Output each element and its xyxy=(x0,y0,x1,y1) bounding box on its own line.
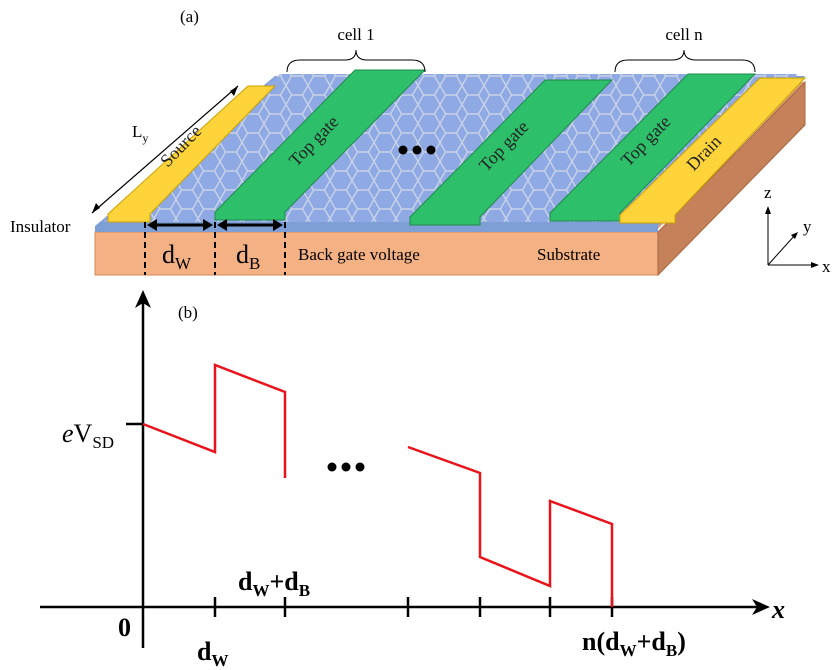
text-part: d xyxy=(236,240,249,269)
shape xyxy=(342,463,351,472)
cell-label: cell n xyxy=(665,25,703,44)
text-part: W xyxy=(252,581,269,600)
ellipsis xyxy=(328,463,365,472)
text-part: SD xyxy=(92,433,114,452)
shape xyxy=(768,235,795,265)
text-part: ) xyxy=(677,627,686,656)
text-part: d xyxy=(238,567,253,596)
panel-label: (a) xyxy=(180,7,199,26)
x-tick-label: dW xyxy=(197,637,228,670)
text-part: W xyxy=(175,254,192,273)
panel-label: (b) xyxy=(178,303,198,322)
figure: Source Top gate Top gate Top gate Drain … xyxy=(0,0,832,670)
text-part: B xyxy=(666,641,677,660)
shape xyxy=(413,146,422,155)
text-part: +d xyxy=(269,567,299,596)
text-part: e xyxy=(62,419,74,448)
potential-profile xyxy=(143,365,612,607)
x-tick-label: n(dW+dB) xyxy=(582,627,686,660)
text-part: W xyxy=(620,641,637,660)
axis-letter: y xyxy=(803,217,812,236)
text-part: W xyxy=(211,651,228,670)
cell-label: cell 1 xyxy=(337,25,374,44)
insulator-label: Insulator xyxy=(10,217,71,236)
x-axis-label: x xyxy=(771,595,785,624)
x-tick-label: dW+dB xyxy=(238,567,310,600)
shape xyxy=(399,146,408,155)
y-axis-label: eVSD xyxy=(62,419,114,452)
cell-brace xyxy=(615,50,755,72)
device: Source Top gate Top gate Top gate Drain xyxy=(92,50,805,275)
text-part: V xyxy=(74,419,93,448)
substrate-label: Substrate xyxy=(537,245,600,264)
arrow-head xyxy=(135,290,770,615)
length-label: Ly xyxy=(132,122,148,145)
text-part: y xyxy=(142,131,148,145)
origin-label: 0 xyxy=(118,613,131,642)
cell-brace xyxy=(287,50,425,72)
text-part: +d xyxy=(637,627,667,656)
ellipsis xyxy=(399,146,436,155)
axis-letter: x xyxy=(822,257,831,276)
back-gate-label: Back gate voltage xyxy=(298,245,420,264)
shape xyxy=(427,146,436,155)
text-part: n(d xyxy=(582,627,620,656)
text-part: B xyxy=(249,254,260,273)
text-part: L xyxy=(132,122,142,141)
plot-axes xyxy=(40,300,758,648)
text-part: B xyxy=(299,581,310,600)
shape xyxy=(356,463,365,472)
axis-letter: z xyxy=(764,183,772,202)
text-part: d xyxy=(197,637,212,666)
shape xyxy=(328,463,337,472)
text-part: d xyxy=(162,240,175,269)
